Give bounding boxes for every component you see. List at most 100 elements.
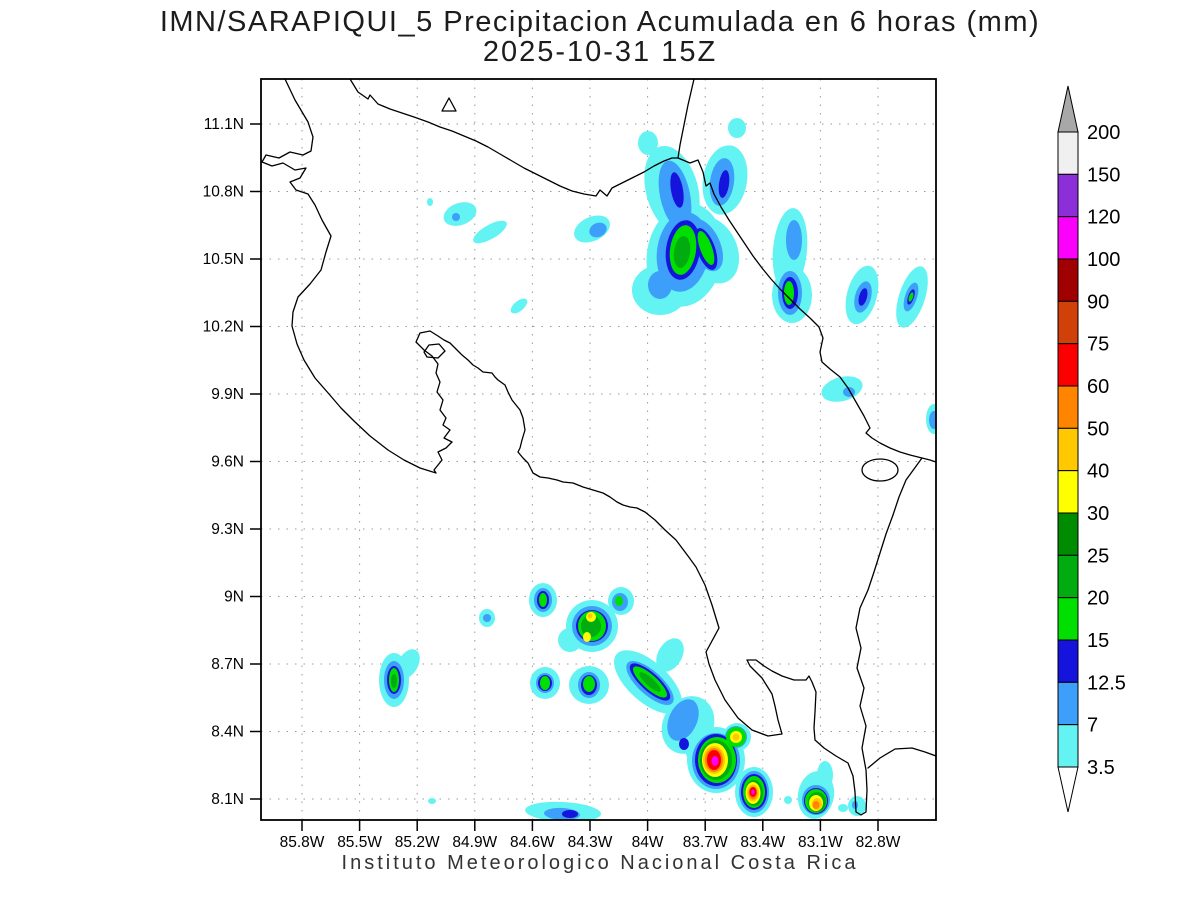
- precip-level-cyan: [379, 118, 936, 820]
- colorbar-tick-label: 30: [1087, 503, 1109, 525]
- coastline-layer: [261, 79, 936, 816]
- x-axis-label: 85.5W: [337, 834, 382, 851]
- axis-labels: 85.8W 85.5W 85.2W 84.9W 84.6W 84.3W 84W 83.7W 83…: [203, 116, 901, 851]
- y-axis-label: 8.1N: [211, 791, 244, 808]
- y-axis-label: 9.9N: [211, 386, 244, 403]
- colorbar-tick-label: 75: [1087, 334, 1109, 356]
- lagoon-outline: [861, 458, 899, 482]
- colorbar-band: [1057, 258, 1079, 302]
- coastline-pacific-costa-rica: [261, 79, 923, 816]
- colorbar-band: [1057, 216, 1079, 260]
- precip-cell: [728, 118, 746, 138]
- colorbar-band: [1057, 681, 1079, 726]
- precip-cell: [817, 761, 833, 789]
- precip-cell: [838, 804, 848, 812]
- precip-cell: [908, 292, 914, 302]
- precip-cell: [784, 281, 794, 305]
- colorbar-band: [1057, 131, 1079, 175]
- precip-cell: [718, 170, 730, 198]
- colorbar-tick-label: 25: [1087, 545, 1109, 567]
- colorbar-tick-label: 40: [1087, 461, 1109, 483]
- colorbar-tick-label: 20: [1087, 588, 1109, 610]
- grid-lines: [261, 79, 936, 820]
- colorbar-band: [1057, 554, 1079, 599]
- precip-cell: [812, 801, 820, 809]
- x-axis-label: 84.9W: [452, 834, 497, 851]
- precip-cell: [587, 613, 593, 619]
- page-title: IMN/SARAPIQUI_5 Precipitacion Acumulada …: [159, 6, 1041, 38]
- colorbar-tick-label: 60: [1087, 376, 1109, 398]
- precip-cell: [473, 220, 507, 244]
- precip-cell: [583, 632, 591, 642]
- precip-cell: [697, 230, 715, 266]
- precip-cell: [858, 288, 868, 306]
- colorbar-band: [1057, 300, 1079, 345]
- precip-cell: [452, 213, 460, 221]
- precip-cell: [656, 638, 684, 672]
- y-axis-label: 11.1N: [204, 116, 244, 133]
- precip-cell: [751, 789, 755, 795]
- precip-cell: [615, 596, 623, 606]
- colorbar-tick-label: 100: [1087, 249, 1120, 271]
- precipitation-shading: [379, 118, 936, 820]
- precip-cell: [821, 376, 863, 402]
- lake-island-triangle: [441, 97, 457, 112]
- y-axis-label: 10.5N: [203, 251, 244, 268]
- coastline-panama-chiriqui: [867, 747, 936, 769]
- y-axis-label: 9N: [224, 589, 244, 606]
- precip-cell: [929, 411, 936, 429]
- coastline-caribbean: [677, 79, 936, 463]
- precip-level-magenta: [711, 756, 755, 795]
- colorbar-tick-label: 3.5: [1087, 757, 1115, 779]
- colorbar-band: [1057, 173, 1079, 218]
- colorbar-bottom-cap: [1057, 766, 1079, 813]
- colorbar-tick-label: 12.5: [1087, 672, 1126, 694]
- colorbar-band: [1057, 343, 1079, 387]
- x-axis-label: 85.2W: [395, 834, 440, 851]
- precip-cell: [648, 271, 672, 299]
- precip-cell: [786, 220, 802, 260]
- x-axis-label: 82.8W: [856, 834, 901, 851]
- colorbar-tick-label: 50: [1087, 418, 1109, 440]
- y-axis-label: 9.6N: [211, 454, 244, 471]
- border-nicaragua-san-juan: [349, 79, 679, 197]
- colorbar-tick-label: 200: [1087, 122, 1120, 144]
- precip-cell: [679, 738, 689, 750]
- precip-cell: [638, 131, 658, 155]
- precip-cell: [483, 614, 491, 622]
- precip-cell: [673, 236, 691, 268]
- footer-caption: Instituto Meteorologico Nacional Costa R…: [341, 852, 859, 874]
- precip-cell: [562, 810, 578, 818]
- colorbar-top-cap: [1057, 85, 1079, 133]
- y-axis-label: 10.8N: [203, 184, 244, 201]
- y-axis-label: 8.7N: [211, 656, 244, 673]
- x-axis-label: 85.8W: [280, 834, 325, 851]
- precip-cell: [539, 593, 547, 607]
- x-axis-label: 84.3W: [568, 834, 613, 851]
- colorbar-band: [1057, 724, 1079, 768]
- precip-cell: [443, 202, 477, 226]
- colorbar-band: [1057, 427, 1079, 472]
- x-axis-label: 84.6W: [510, 834, 555, 851]
- precip-cell: [784, 796, 792, 804]
- colorbar-legend: 200 150 120 100 90 75 60 50 40 30 25 20 15 12.5 7 3.5: [1057, 85, 1126, 813]
- precip-cell: [510, 298, 528, 314]
- map-frame: [260, 78, 937, 821]
- isla-chira-outline: [423, 343, 446, 359]
- axis-ticks: [250, 123, 879, 831]
- y-axis-label: 10.2N: [203, 319, 244, 336]
- page-subtitle-date: 2025-10-31 15Z: [482, 36, 718, 68]
- colorbar-band: [1057, 470, 1079, 514]
- x-axis-label: 83.4W: [740, 834, 785, 851]
- colorbar-band: [1057, 385, 1079, 429]
- colorbar-band: [1057, 597, 1079, 641]
- colorbar-band: [1057, 512, 1079, 556]
- precip-cell: [391, 674, 397, 688]
- precip-cell: [581, 615, 601, 637]
- precip-cell: [428, 798, 436, 804]
- precip-cell: [711, 756, 719, 766]
- x-axis-label: 83.7W: [683, 834, 728, 851]
- colorbar-tick-label: 150: [1087, 164, 1120, 186]
- y-axis-label: 9.3N: [211, 521, 244, 538]
